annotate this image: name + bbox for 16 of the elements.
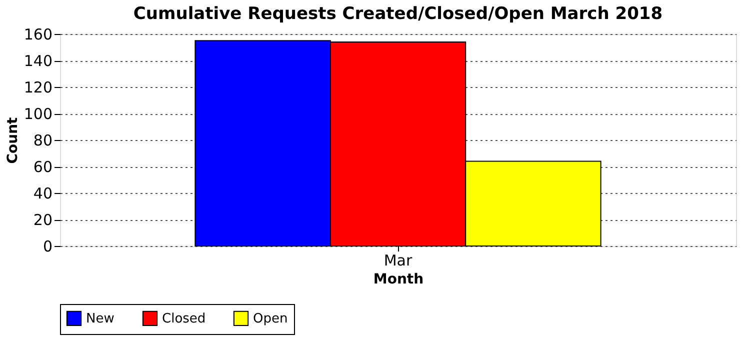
y-axis-title: Count xyxy=(4,116,21,164)
y-tick-label: 40 xyxy=(33,184,52,202)
y-tick-label: 20 xyxy=(33,211,52,229)
y-tick-label: 60 xyxy=(33,158,52,176)
y-tick-label: 120 xyxy=(24,78,52,96)
y-tick-label: 100 xyxy=(24,105,52,123)
y-tick-label: 0 xyxy=(42,238,52,256)
legend-label: New xyxy=(86,311,115,326)
chart-title: Cumulative Requests Created/Closed/Open March 2018 xyxy=(133,4,663,24)
x-axis-title: Month xyxy=(373,272,424,288)
legend-label: Open xyxy=(253,311,288,326)
y-tick-label: 160 xyxy=(24,26,52,44)
y-tick-label: 140 xyxy=(24,52,52,70)
x-tick-label: Mar xyxy=(384,252,413,270)
y-tick-label: 80 xyxy=(33,132,52,150)
legend-label: Closed xyxy=(162,311,206,326)
